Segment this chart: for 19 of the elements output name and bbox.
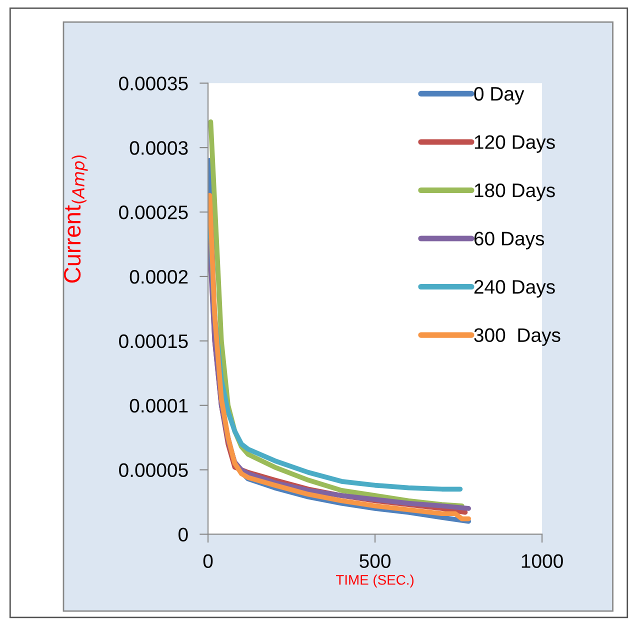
y-tick-label: 0.00025 xyxy=(119,206,188,220)
y-axis-title: Current$_{(Amp)}$ xyxy=(64,155,88,283)
legend-label: 0 Day xyxy=(474,86,524,105)
legend-label: 60 Days xyxy=(474,232,544,250)
y-tick-label: 0.00015 xyxy=(119,334,188,348)
legend-label: 240 Days xyxy=(474,280,555,298)
x-tick-label: 1000 xyxy=(522,554,563,568)
y-tick-label: 0 xyxy=(178,528,188,542)
y-tick-label: 0.0001 xyxy=(130,398,188,413)
y-tick-label: 0.0002 xyxy=(130,270,188,284)
x-tick-label: 0 xyxy=(203,554,213,568)
x-tick-label: 500 xyxy=(360,554,390,568)
legend-label: 120 Days xyxy=(474,135,555,153)
legend-label: 180 Days xyxy=(474,183,555,202)
y-tick-label: 0.00005 xyxy=(119,463,188,478)
y-tick-label: 0.00035 xyxy=(119,76,188,90)
y-tick-label: 0.0003 xyxy=(130,141,188,155)
legend-label: 300 Days xyxy=(474,328,560,346)
x-axis-title: TIME (SEC.) xyxy=(336,574,414,588)
